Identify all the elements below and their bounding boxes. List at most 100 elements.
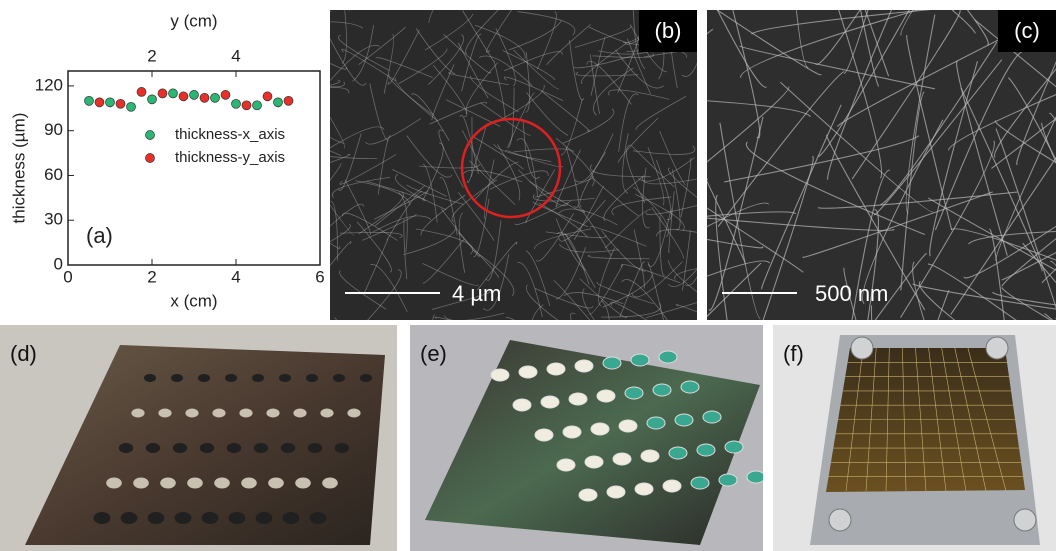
fiber (647, 261, 664, 320)
fiber (603, 175, 645, 222)
fiber (465, 10, 499, 54)
fiber (573, 185, 604, 240)
hole (724, 440, 744, 454)
fiber (505, 316, 516, 320)
fiber (330, 242, 341, 249)
fiber (947, 94, 1056, 151)
fiber (553, 280, 591, 320)
highlight (460, 117, 562, 219)
hole (718, 473, 738, 487)
fiber (843, 267, 857, 320)
fiber (469, 160, 516, 206)
hole (131, 408, 145, 418)
hole (624, 386, 644, 400)
fiber (555, 218, 587, 271)
hole (147, 512, 165, 524)
fiber (434, 316, 451, 320)
photo (0, 325, 397, 551)
hole (225, 374, 237, 382)
fiber (671, 169, 681, 231)
fiber (927, 263, 1017, 320)
fiber (339, 154, 397, 185)
fiber (465, 62, 499, 115)
point (84, 95, 94, 106)
hole (690, 476, 710, 490)
panel-label: (b) (655, 18, 682, 43)
fiber (716, 10, 822, 76)
fiber (836, 31, 1014, 127)
hole (606, 485, 626, 499)
fiber (375, 185, 426, 226)
x2-axis-label: y (cm) (170, 11, 217, 30)
fiber (751, 10, 932, 35)
fiber (479, 55, 533, 87)
fiber (556, 231, 590, 285)
fiber (575, 71, 639, 77)
hole (185, 408, 199, 418)
photo-panel: (c) 500 nm (707, 10, 1056, 320)
hole (612, 452, 632, 466)
fiber (656, 229, 697, 237)
panel-label: (a) (86, 223, 113, 248)
hole (658, 350, 678, 364)
fiber (906, 35, 953, 231)
fiber (851, 10, 961, 180)
fiber (422, 142, 444, 201)
fiber (503, 76, 564, 101)
x2-tick-label: 2 (147, 46, 156, 65)
fiber (534, 228, 592, 250)
fiber (762, 156, 814, 320)
hole (239, 408, 253, 418)
fiber (593, 67, 634, 116)
x-tick-label: 2 (147, 267, 156, 286)
hole (133, 477, 149, 489)
fiber (651, 207, 684, 259)
fiber (411, 93, 450, 142)
fiber (474, 24, 526, 59)
hole (226, 443, 242, 453)
fiber (617, 35, 640, 93)
fiber (375, 57, 433, 79)
fiber (438, 129, 464, 188)
fiber (422, 239, 465, 284)
hole (144, 374, 156, 382)
fiber (461, 130, 495, 182)
fiber (507, 92, 535, 147)
fiber (951, 10, 976, 34)
fiber (473, 198, 490, 258)
fiber (590, 164, 651, 178)
hole (174, 512, 192, 524)
fiber (532, 201, 589, 228)
fiber (587, 254, 650, 260)
fiber (900, 140, 995, 318)
fiber (366, 180, 426, 201)
fiber (861, 119, 944, 305)
fiber (563, 292, 624, 305)
fiber (619, 261, 646, 317)
hole (590, 422, 610, 436)
screw-hole (1013, 508, 1037, 532)
fiber (570, 312, 576, 320)
grid-cut (941, 347, 967, 492)
fiber (707, 180, 747, 265)
fiber (330, 200, 339, 261)
y-tick-label: 30 (44, 210, 63, 229)
fiber (495, 28, 516, 87)
fiber (966, 10, 989, 46)
fiber (330, 86, 350, 94)
hole (120, 512, 138, 524)
hole (295, 477, 311, 489)
fiber (330, 203, 364, 227)
fiber (668, 191, 675, 253)
fiber (403, 219, 408, 280)
fiber (968, 230, 1056, 245)
fiber (555, 247, 587, 300)
fiber (611, 196, 672, 216)
photo-panel: (b) 4 µm (330, 10, 697, 320)
fiber (596, 281, 654, 305)
fiber (912, 283, 1056, 310)
fiber (457, 42, 489, 99)
fiber (422, 163, 438, 223)
fiber (573, 55, 633, 69)
fiber (330, 81, 345, 88)
